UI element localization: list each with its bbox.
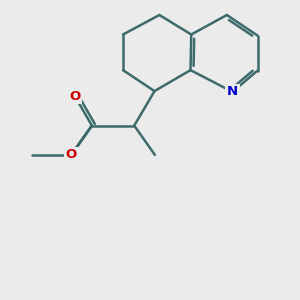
- Text: O: O: [66, 148, 77, 161]
- Text: N: N: [227, 85, 238, 98]
- Text: O: O: [69, 90, 81, 103]
